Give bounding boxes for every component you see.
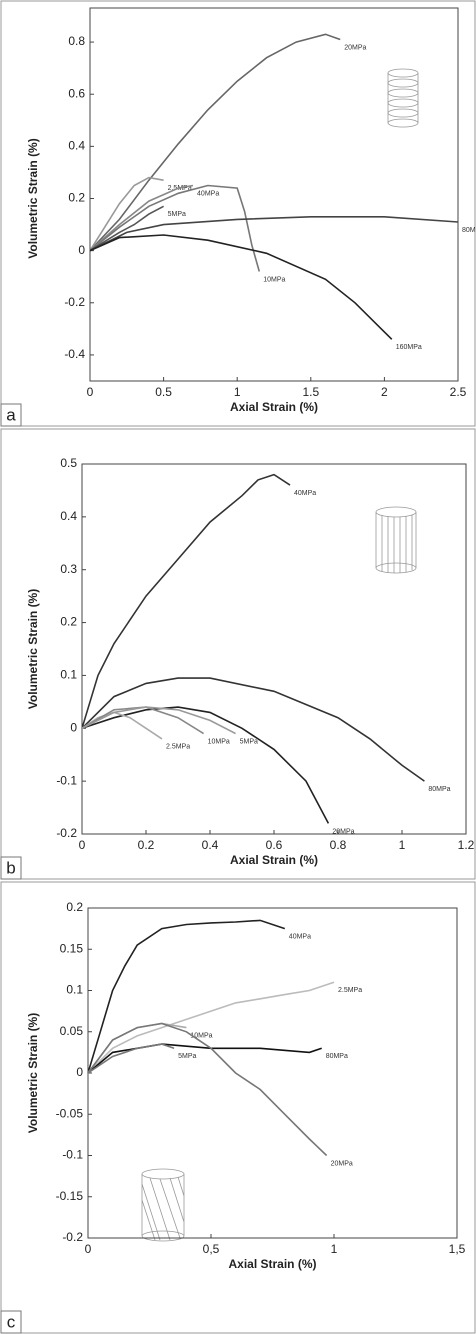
plot-frame bbox=[89, 7, 459, 382]
series-annotation: 10MPa bbox=[208, 738, 230, 745]
y-tick-label: 0.3 bbox=[60, 562, 77, 576]
y-tick-label: 0 bbox=[76, 1065, 83, 1079]
series-annotation: 80MPa bbox=[428, 786, 450, 793]
series-annotation: 10MPa bbox=[190, 1032, 212, 1039]
series-line bbox=[89, 176, 164, 252]
series-annotation: 40MPa bbox=[289, 933, 311, 940]
x-tick-label: 1 bbox=[234, 385, 241, 399]
series-line bbox=[87, 981, 335, 1074]
series-annotation: 20MPa bbox=[331, 1160, 353, 1167]
y-tick-label: 0.2 bbox=[68, 191, 85, 205]
series-annotation: 10MPa bbox=[263, 276, 285, 283]
panel-frame bbox=[0, 0, 476, 427]
panel-frame bbox=[0, 881, 476, 1334]
panel-label: a bbox=[6, 405, 16, 424]
series-line bbox=[87, 1022, 328, 1157]
x-tick-label: 0.4 bbox=[202, 838, 219, 852]
y-axis-label: Volumetric Strain (%) bbox=[26, 138, 40, 258]
y-axis-label: Volumetric Strain (%) bbox=[26, 589, 40, 709]
series-annotation: 5MPa bbox=[168, 211, 186, 218]
x-axis-label: Axial Strain (%) bbox=[230, 853, 318, 867]
y-tick-label: -0.2 bbox=[64, 295, 85, 309]
series-line bbox=[81, 711, 163, 740]
x-tick-label: 0 bbox=[79, 838, 86, 852]
y-tick-label: -0.1 bbox=[62, 1148, 83, 1162]
series-line bbox=[89, 184, 261, 272]
specimen-icon bbox=[387, 68, 419, 128]
y-tick-label: 0.05 bbox=[60, 1024, 84, 1038]
series-annotation: 160MPa bbox=[396, 344, 422, 351]
series-annotation: 5MPa bbox=[240, 738, 258, 745]
series-line bbox=[81, 706, 330, 824]
y-tick-label: -0.05 bbox=[56, 1106, 84, 1120]
x-tick-label: 1.5 bbox=[302, 385, 319, 399]
y-tick-label: 0 bbox=[78, 243, 85, 257]
x-tick-label: 0.2 bbox=[138, 838, 155, 852]
series-line bbox=[89, 184, 194, 252]
series-annotation: 20MPa bbox=[344, 44, 366, 51]
x-tick-label: 1 bbox=[399, 838, 406, 852]
series-line bbox=[87, 1043, 322, 1074]
y-tick-label: 0.2 bbox=[66, 900, 83, 914]
x-tick-label: 1.2 bbox=[458, 838, 475, 852]
series-line bbox=[87, 919, 286, 1074]
x-tick-label: 2.5 bbox=[450, 385, 467, 399]
series-annotation: 2.5MPa bbox=[338, 987, 362, 994]
y-tick-label: -0.1 bbox=[56, 773, 77, 787]
series-line bbox=[81, 473, 291, 729]
x-tick-label: 2 bbox=[381, 385, 388, 399]
x-tick-label: 0.5 bbox=[155, 385, 172, 399]
series-line bbox=[89, 216, 459, 252]
y-tick-label: -0.2 bbox=[56, 826, 77, 840]
panel-label-box bbox=[0, 856, 22, 880]
x-tick-label: 1,5 bbox=[449, 1242, 466, 1256]
specimen-icon bbox=[375, 506, 417, 574]
series-annotation: 2.5MPa bbox=[166, 744, 190, 751]
x-tick-label: 1 bbox=[331, 1242, 338, 1256]
y-tick-label: -0.4 bbox=[64, 347, 85, 361]
y-tick-label: 0 bbox=[70, 720, 77, 734]
y-tick-label: 0.5 bbox=[60, 456, 77, 470]
y-tick-label: 0.1 bbox=[60, 668, 77, 682]
series-line bbox=[89, 234, 393, 340]
series-line bbox=[87, 1043, 175, 1074]
x-tick-label: 0 bbox=[87, 385, 94, 399]
series-line bbox=[89, 33, 341, 252]
specimen-icon bbox=[141, 1168, 185, 1242]
y-tick-label: 0.4 bbox=[68, 139, 85, 153]
panel-label-box bbox=[0, 1310, 22, 1334]
panel-label: b bbox=[6, 858, 15, 877]
y-tick-label: -0.2 bbox=[62, 1230, 83, 1244]
plot-frame bbox=[81, 463, 467, 835]
series-annotation: 20MPa bbox=[332, 828, 354, 835]
series-line bbox=[81, 677, 425, 782]
series-annotation: 5MPa bbox=[178, 1053, 196, 1060]
x-tick-label: 0 bbox=[85, 1242, 92, 1256]
x-tick-label: 0.8 bbox=[330, 838, 347, 852]
series-line bbox=[81, 706, 236, 735]
y-tick-label: 0.4 bbox=[60, 509, 77, 523]
y-tick-label: 0.6 bbox=[68, 86, 85, 100]
panel-frame bbox=[0, 428, 476, 880]
y-tick-label: 0.15 bbox=[60, 941, 84, 955]
x-tick-label: 0.6 bbox=[266, 838, 283, 852]
panel-label: c bbox=[7, 1312, 16, 1331]
x-tick-label: 0,5 bbox=[203, 1242, 220, 1256]
series-line bbox=[89, 205, 164, 252]
series-annotation: 40MPa bbox=[197, 190, 219, 197]
y-axis-label: Volumetric Strain (%) bbox=[26, 1013, 40, 1133]
series-annotation: 40MPa bbox=[294, 490, 316, 497]
x-axis-label: Axial Strain (%) bbox=[228, 1257, 316, 1271]
y-tick-label: 0.8 bbox=[68, 34, 85, 48]
y-tick-label: 0.2 bbox=[60, 615, 77, 629]
y-tick-label: 0.1 bbox=[66, 983, 83, 997]
series-annotation: 80MPa bbox=[462, 227, 476, 234]
panel-label-box bbox=[0, 403, 22, 427]
y-tick-label: -0.15 bbox=[56, 1189, 84, 1203]
x-axis-label: Axial Strain (%) bbox=[230, 400, 318, 414]
series-annotation: 80MPa bbox=[326, 1053, 348, 1060]
